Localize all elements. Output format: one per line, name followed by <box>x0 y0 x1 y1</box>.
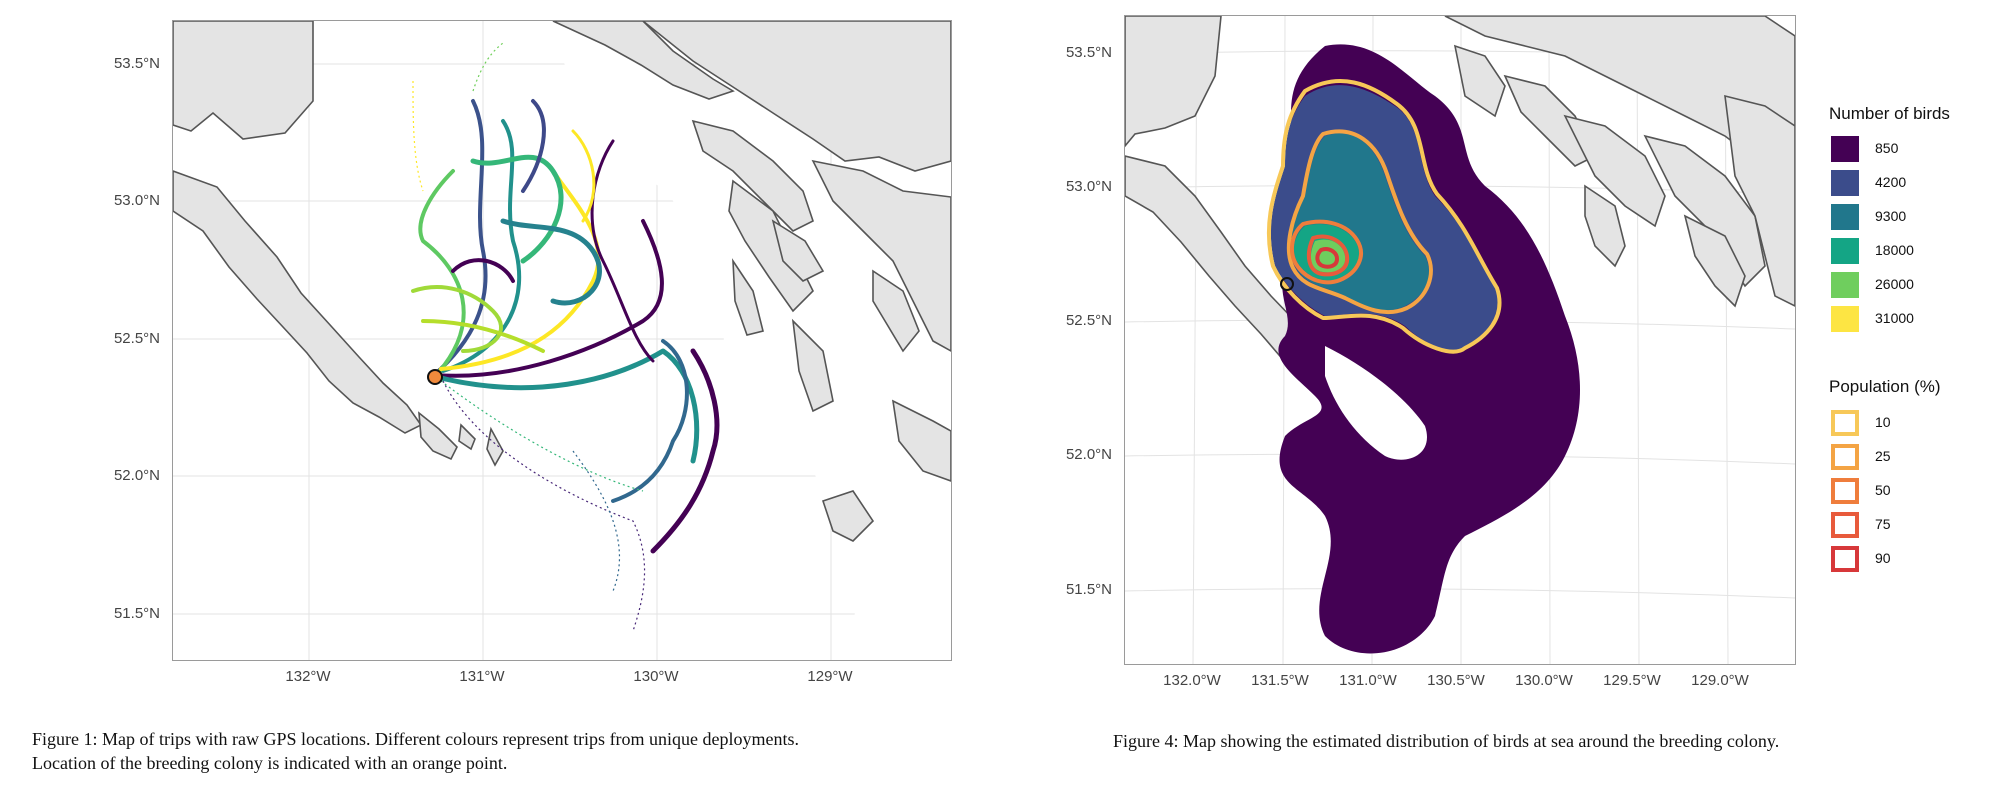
x-tick-label: 130.5°W <box>1427 672 1485 689</box>
y-tick-label: 53.5°N <box>1065 44 1112 61</box>
legend-label: 4200 <box>1875 174 1907 190</box>
legend-label: 18000 <box>1875 242 1914 258</box>
x-tick-label: 129°W <box>807 668 853 685</box>
contour-90 <box>1315 247 1339 269</box>
x-tick-label: 131.0°W <box>1339 672 1397 689</box>
figure-1-caption: Figure 1: Map of trips with raw GPS loca… <box>32 727 1032 775</box>
figure-4: 53.5°N 53.0°N 52.5°N 52.0°N 51.5°N 132.0… <box>1000 0 2000 795</box>
legend-label: 26000 <box>1875 276 1914 292</box>
y-tick-label: 52.0°N <box>113 467 160 484</box>
breeding-colony-point <box>1280 277 1294 291</box>
x-tick-label: 129.5°W <box>1603 672 1661 689</box>
legend-title: Number of birds <box>1829 104 1950 123</box>
legend-label: 90 <box>1875 550 1891 566</box>
legend-swatch <box>1831 512 1859 538</box>
legend-label: 31000 <box>1875 310 1914 326</box>
y-tick-label: 52.5°N <box>1065 312 1112 329</box>
legend-swatch <box>1831 238 1859 264</box>
legend-label: 25 <box>1875 448 1891 464</box>
x-tick-label: 130.0°W <box>1515 672 1573 689</box>
contour-10 <box>1266 79 1502 354</box>
x-tick-label: 132°W <box>285 668 331 685</box>
legend-label: 75 <box>1875 516 1891 532</box>
distribution-svg <box>1125 16 1795 664</box>
x-tick-label: 130°W <box>633 668 679 685</box>
y-tick-label: 51.5°N <box>1065 581 1112 598</box>
y-tick-label: 53.0°N <box>1065 178 1112 195</box>
bird-distribution-map <box>1124 15 1796 665</box>
caption-line: Figure 1: Map of trips with raw GPS loca… <box>32 729 800 749</box>
legend-label: 9300 <box>1875 208 1907 224</box>
legend-label: 10 <box>1875 414 1891 430</box>
legend-label: 850 <box>1875 140 1899 156</box>
legend-swatch <box>1831 410 1859 436</box>
y-tick-label: 51.5°N <box>113 605 160 622</box>
figure-1: 53.5°N 53.0°N 52.5°N 52.0°N 51.5°N 132°W… <box>0 0 980 795</box>
caption-line: Location of the breeding colony is indic… <box>32 753 508 773</box>
gps-trips-svg <box>173 21 951 660</box>
legend-swatch <box>1831 306 1859 332</box>
legend-swatch <box>1831 272 1859 298</box>
x-tick-label: 131.5°W <box>1251 672 1309 689</box>
legend-swatch <box>1831 546 1859 572</box>
contour-25 <box>1286 129 1433 315</box>
y-tick-label: 53.5°N <box>113 55 160 72</box>
population-contours <box>1266 79 1502 354</box>
gps-dotted-tracks <box>412 42 646 632</box>
y-tick-label: 53.0°N <box>113 192 160 209</box>
y-tick-label: 52.5°N <box>113 330 160 347</box>
breeding-colony-point <box>427 369 443 385</box>
x-tick-label: 131°W <box>459 668 505 685</box>
figure-4-caption: Figure 4: Map showing the estimated dist… <box>1113 731 1780 751</box>
legend-swatch <box>1831 204 1859 230</box>
x-tick-label: 132.0°W <box>1163 672 1221 689</box>
legend-title: Population (%) <box>1829 377 1941 396</box>
x-tick-label: 129.0°W <box>1691 672 1749 689</box>
contour-50 <box>1290 219 1363 285</box>
density-gap <box>1325 346 1427 460</box>
gps-trips-map <box>172 20 952 661</box>
coastline-land <box>173 21 951 660</box>
gps-tracks <box>411 99 720 554</box>
legend-swatch <box>1831 136 1859 162</box>
y-tick-label: 52.0°N <box>1065 446 1112 463</box>
legend-swatch <box>1831 478 1859 504</box>
legend-swatch <box>1831 170 1859 196</box>
contour-75 <box>1306 234 1350 277</box>
legend-swatch <box>1831 444 1859 470</box>
legend-label: 50 <box>1875 482 1891 498</box>
